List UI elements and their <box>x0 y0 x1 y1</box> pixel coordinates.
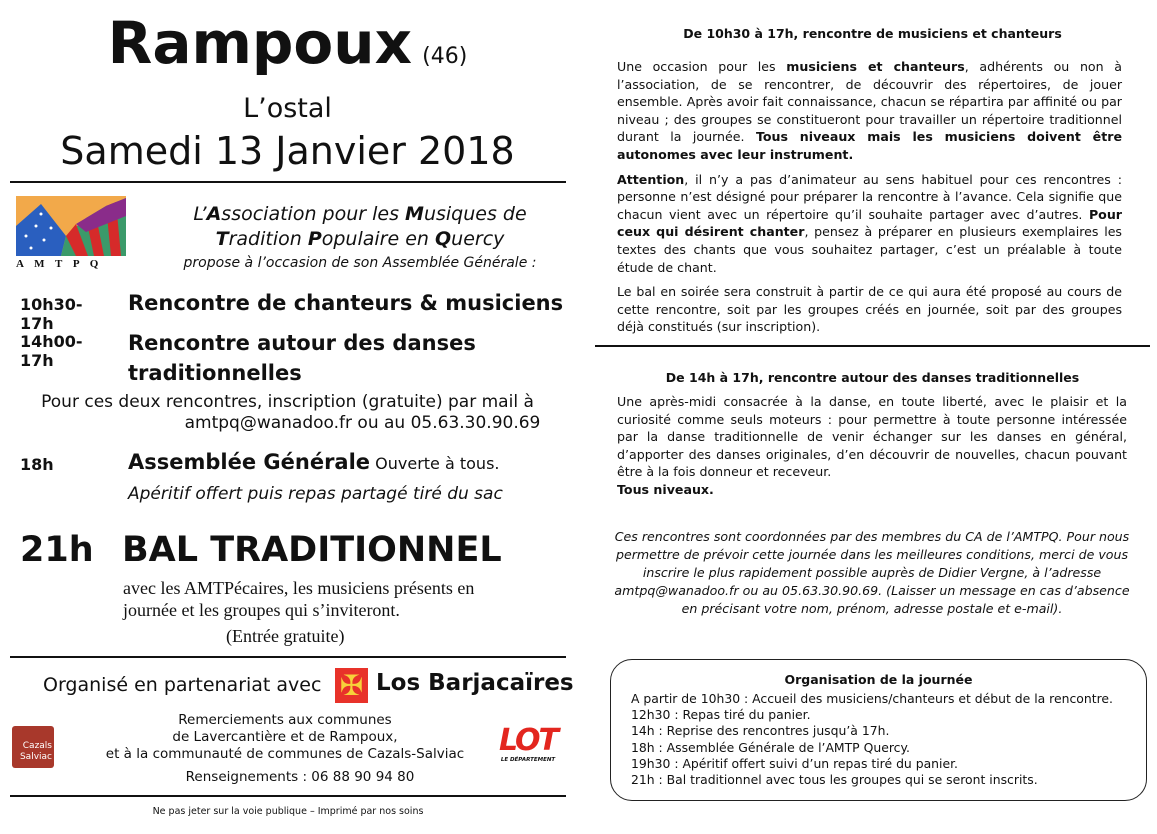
section-musicians: Une occasion pour les musiciens et chant… <box>617 58 1122 343</box>
schedule-item: 12h30 : Repas tiré du panier. <box>631 707 811 723</box>
coordination-text: Ces rencontres sont coordonnées par des … <box>614 529 1130 616</box>
bal-line: journée et les groupes qui s’inviteront. <box>123 600 400 620</box>
registration-contact: amtpq@wanadoo.fr ou au 05.63.30.90.69 <box>184 413 541 433</box>
section-heading: De 14h à 17h, rencontre autour des danse… <box>665 370 1080 385</box>
organised-text: Organisé en partenariat avec <box>43 674 322 696</box>
barjacaires-logo: Los Barjacaïres <box>376 670 574 696</box>
section-dances: Une après-midi consacrée à la danse, en … <box>617 393 1127 499</box>
schedule-box: Organisation de la journée A partir de 1… <box>610 659 1147 801</box>
text: Tous niveaux. <box>617 481 714 497</box>
program-time: 14h00-17h <box>20 332 83 370</box>
amtpq-logo <box>16 196 126 256</box>
bal-title: BAL TRADITIONNEL <box>122 530 502 570</box>
thanks-line: de Lavercantière et de Rampoux, <box>172 729 398 745</box>
schedule-item: 14h : Reprise des rencontres jusqu’à 17h… <box>631 723 890 739</box>
text: usiques de <box>423 203 527 225</box>
text: musiciens et chanteurs <box>786 59 965 74</box>
text: , adhérents ou non à l’association, de s… <box>617 59 1122 145</box>
schedule-item: 18h : Assemblée Générale de l’AMTP Querc… <box>631 739 910 755</box>
amtpq-logo-letters: A M T P Q <box>16 258 103 270</box>
title-block: Rampoux (46) L’ostal Samedi 13 Janvier 2… <box>10 8 565 177</box>
text: A <box>206 203 222 225</box>
section-heading: De 10h30 à 17h, rencontre de musiciens e… <box>683 26 1062 41</box>
schedule-list: A partir de 10h30 : Accueil des musicien… <box>631 691 1146 788</box>
text: uercy <box>451 228 505 250</box>
text: L’ <box>193 203 207 225</box>
divider <box>595 345 1150 347</box>
divider <box>10 181 566 183</box>
program-title: Rencontre de chanteurs & musiciens <box>128 291 564 315</box>
text: M <box>405 203 424 225</box>
text: radition <box>228 228 308 250</box>
bal-line: avec les AMTPécaires, les musiciens prés… <box>123 578 475 598</box>
page-title: Rampoux <box>107 9 412 77</box>
ag-note: Ouverte à tous. <box>375 454 500 473</box>
text: Salviac <box>19 752 52 762</box>
program-title: Rencontre autour des danses traditionnel… <box>128 331 476 385</box>
bal-entry: (Entrée gratuite) <box>226 626 345 646</box>
program-time: 10h30-17h <box>20 295 83 333</box>
bal-details: avec les AMTPécaires, les musiciens prés… <box>123 577 474 647</box>
text: T <box>215 228 229 250</box>
department-number: (46) <box>422 44 468 69</box>
venue: L’ostal <box>243 93 332 124</box>
bal-time: 21h <box>20 530 94 570</box>
text: Pour ceux qui désirent chanter <box>617 206 1122 240</box>
occitan-cross-icon: ✠ <box>335 668 368 703</box>
text: opulaire en <box>321 228 435 250</box>
schedule-item: 21h : Bal traditionnel avec tous les gro… <box>631 772 1038 788</box>
thanks-line: Remerciements aux communes <box>178 712 392 728</box>
text: Le bal en soirée sera construit à partir… <box>617 284 1122 335</box>
aperitif-text: Apéritif offert puis repas partagé tiré … <box>128 484 503 504</box>
ag-time: 18h <box>20 455 54 474</box>
text: Tous niveaux mais les musiciens doivent … <box>617 129 1122 162</box>
divider <box>10 656 566 658</box>
text: Une après-midi consacrée à la danse, en … <box>617 394 1127 480</box>
thanks: Remerciements aux communes de Lavercanti… <box>70 712 500 786</box>
text: LE DÉPARTEMENT <box>500 757 556 763</box>
text: ssociation pour les <box>221 203 406 225</box>
text: LOT <box>498 723 559 758</box>
divider <box>10 795 566 797</box>
lot-logo: LOT LE DÉPARTEMENT <box>498 723 559 764</box>
text: , pensez à préparer en plusieurs exempla… <box>617 224 1122 275</box>
text: , il n’y a pas d’animateur au sens habit… <box>617 171 1122 222</box>
text: Q <box>435 228 452 250</box>
footer-note: Ne pas jeter sur la voie publique – Impr… <box>152 806 424 817</box>
text: Une occasion pour les <box>617 59 787 74</box>
event-date: Samedi 13 Janvier 2018 <box>60 129 515 173</box>
text: Cazals <box>22 741 52 751</box>
cazals-salviac-logo: Cazals Salviac <box>12 726 54 768</box>
intro-text: propose à l’occasion de son Assemblée Gé… <box>183 255 537 271</box>
info-phone: Renseignements : 06 88 90 94 80 <box>185 769 415 785</box>
text: P <box>307 228 322 250</box>
schedule-item: 19h30 : Apéritif offert suivi d’un repas… <box>631 755 958 771</box>
registration: Pour ces deux rencontres, inscription (g… <box>10 392 565 434</box>
thanks-line: et à la communauté de communes de Cazals… <box>105 746 465 762</box>
schedule-item: A partir de 10h30 : Accueil des musicien… <box>631 691 1113 706</box>
schedule-title: Organisation de la journée <box>784 672 973 687</box>
ag-title: Assemblée Générale <box>128 450 371 474</box>
text: Attention <box>617 171 685 187</box>
association-name: L’Association pour les Musiques de Tradi… <box>150 202 570 274</box>
registration-line: Pour ces deux rencontres, inscription (g… <box>41 392 534 412</box>
